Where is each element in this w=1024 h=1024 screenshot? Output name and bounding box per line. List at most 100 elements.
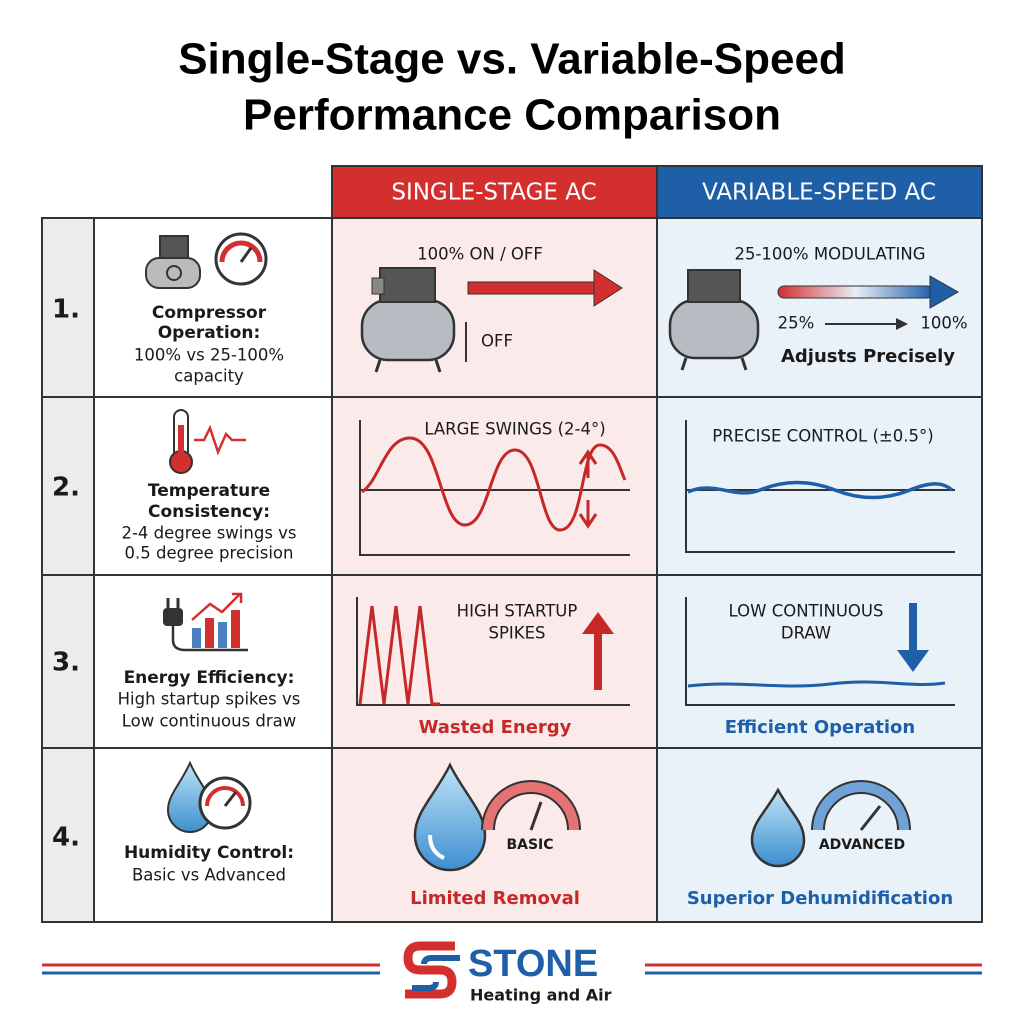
compressor bbox=[360, 267, 456, 373]
swing-chart-part bbox=[359, 420, 630, 556]
spike-chart-part bbox=[582, 612, 614, 634]
title-line: Performance Comparison bbox=[243, 91, 781, 140]
header: VARIABLE-SPEED AC bbox=[702, 180, 936, 206]
caption: Superior Dehumidification bbox=[687, 888, 953, 909]
row-number: 2. bbox=[52, 473, 80, 503]
gradient-arrow-part bbox=[896, 318, 908, 330]
tagline: Heating and Air bbox=[470, 986, 612, 1005]
draw-chart-part bbox=[685, 597, 955, 706]
icon-part bbox=[192, 628, 201, 648]
row-3: 3. Energy Efficiency: High startup spike… bbox=[52, 592, 955, 738]
caption: Adjusts Precisely bbox=[781, 346, 955, 367]
drop bbox=[750, 787, 806, 868]
spike-chart bbox=[356, 597, 630, 706]
compressor-part bbox=[360, 298, 456, 362]
icon-part bbox=[178, 425, 184, 461]
swing-chart-part bbox=[361, 436, 627, 532]
range-from: 25% bbox=[778, 314, 815, 333]
row-label: Compressor bbox=[152, 303, 267, 323]
chart-label: SPIKES bbox=[488, 624, 545, 643]
drop-part bbox=[750, 787, 806, 868]
gauge bbox=[811, 780, 911, 831]
steady-chart-part bbox=[685, 420, 955, 553]
icon bbox=[166, 760, 252, 833]
row-label: Humidity Control: bbox=[124, 843, 294, 863]
draw-chart bbox=[685, 597, 955, 706]
table-grid-part bbox=[657, 166, 982, 218]
compressor bbox=[668, 269, 760, 371]
compressor-part bbox=[680, 357, 688, 371]
chart-label: HIGH STARTUP bbox=[457, 602, 578, 621]
row-desc: 100% vs 25-100% bbox=[134, 346, 284, 365]
arrow-part bbox=[593, 269, 623, 307]
table-grid-part bbox=[42, 218, 94, 922]
icon-part bbox=[194, 424, 246, 456]
gauge-part bbox=[483, 782, 579, 831]
spike-chart-part bbox=[356, 597, 630, 706]
header: SINGLE-STAGE AC bbox=[391, 180, 596, 206]
mode-label: 100% ON / OFF bbox=[417, 245, 543, 264]
gradient-arrow bbox=[777, 275, 960, 330]
footer-part bbox=[403, 941, 457, 999]
chart-label: DRAW bbox=[781, 624, 831, 643]
title: Single-Stage vs. Variable-Speed Performa… bbox=[178, 35, 846, 140]
swing-chart-part bbox=[578, 449, 598, 478]
gauge-label: BASIC bbox=[506, 837, 553, 853]
off-label: OFF bbox=[481, 332, 513, 351]
gradient-arrow-part bbox=[929, 275, 960, 309]
spike-chart-part bbox=[358, 605, 440, 706]
title-line: Single-Stage vs. Variable-Speed bbox=[178, 35, 846, 84]
swing-chart-part bbox=[578, 500, 598, 529]
gauge-label: ADVANCED bbox=[819, 837, 905, 853]
chart-label: LARGE SWINGS (2-4°) bbox=[424, 420, 605, 439]
table-grid-part bbox=[332, 166, 657, 218]
icon-part bbox=[166, 265, 182, 281]
row-4: 4. Humidity Control: Basic vs Advanced B… bbox=[52, 760, 953, 909]
row-number: 1. bbox=[52, 295, 80, 325]
icon-part bbox=[223, 791, 238, 807]
row-desc: 0.5 degree precision bbox=[125, 544, 294, 563]
row-label: Energy Efficiency: bbox=[124, 668, 295, 688]
row-2: 2. Temperature Consistency: 2-4 degree s… bbox=[52, 409, 955, 563]
table-grid-part-part bbox=[41, 217, 983, 923]
row-desc: 2-4 degree swings vs bbox=[121, 524, 296, 543]
icon-part bbox=[191, 592, 243, 621]
arrow-part bbox=[467, 281, 597, 295]
compressor-part bbox=[668, 298, 760, 360]
mode-label: 25-100% MODULATING bbox=[734, 245, 925, 264]
row-label: Temperature bbox=[148, 481, 270, 501]
gradient-arrow-part bbox=[777, 285, 934, 299]
row-label: Consistency: bbox=[148, 502, 270, 522]
row-desc: Low continuous draw bbox=[122, 712, 297, 731]
footer: STONE Heating and Air bbox=[42, 941, 982, 1005]
caption: Efficient Operation bbox=[725, 717, 915, 738]
steady-chart bbox=[685, 420, 955, 553]
icon bbox=[145, 232, 268, 289]
icon-part bbox=[205, 618, 214, 648]
icon bbox=[163, 592, 248, 652]
gauge bbox=[481, 780, 581, 831]
icon-part bbox=[231, 610, 240, 648]
compressor-part bbox=[740, 357, 748, 371]
draw-chart-part bbox=[687, 680, 946, 688]
icon-part bbox=[239, 247, 253, 263]
gauge-part bbox=[529, 801, 543, 831]
icon bbox=[169, 409, 246, 474]
row-desc: Basic vs Advanced bbox=[132, 866, 286, 885]
icon-part bbox=[218, 622, 227, 648]
icon-part bbox=[219, 240, 263, 263]
table-grid-part bbox=[41, 165, 983, 923]
gauge-part bbox=[859, 805, 882, 831]
draw-chart-part bbox=[897, 650, 929, 672]
compressor-part bbox=[371, 277, 385, 295]
row-desc: High startup spikes vs bbox=[118, 690, 301, 709]
range-to: 100% bbox=[920, 314, 967, 333]
arrow bbox=[465, 269, 623, 362]
drop bbox=[413, 762, 487, 872]
row-number: 3. bbox=[52, 648, 80, 678]
compressor-part bbox=[374, 359, 382, 373]
row-number: 4. bbox=[52, 823, 80, 853]
footer-part bbox=[412, 955, 460, 991]
row-desc: capacity bbox=[174, 367, 244, 386]
